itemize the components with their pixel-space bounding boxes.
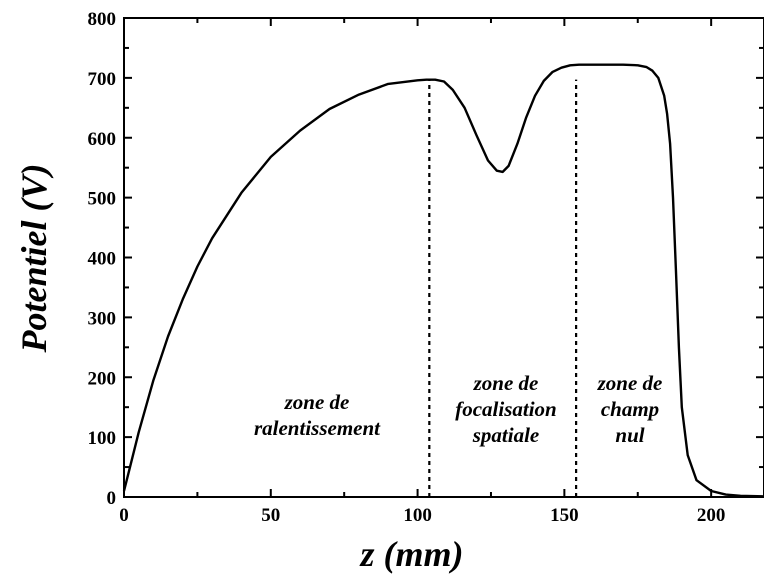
x-tick-label: 150 (550, 505, 579, 526)
tick-labels-group: 0 50 100 150 200 0 100 200 300 400 500 600 700 800 (88, 9, 726, 526)
y-tick-label: 100 (88, 428, 117, 449)
y-tick-label: 600 (88, 129, 117, 150)
zone-annotation-line: focalisation (455, 397, 557, 421)
x-tick-label: 50 (261, 505, 280, 526)
zone-annotation-line: zone de (597, 371, 663, 395)
zone-annotation: zone de ralentissement (254, 390, 381, 440)
y-tick-label: 400 (88, 249, 117, 270)
y-tick-label: 800 (88, 9, 117, 30)
zone-annotation: zone de focalisation spatiale (455, 371, 557, 447)
x-tick-label: 0 (119, 505, 129, 526)
zone-annotation-line: zone de (473, 371, 539, 395)
zone-annotation-line: zone de (284, 390, 350, 414)
y-tick-label: 500 (88, 189, 117, 210)
plot-frame (123, 17, 764, 498)
zone-annotation-line: spatiale (472, 423, 540, 447)
y-tick-label: 0 (107, 488, 117, 509)
zone-annotation: zone de champ nul (597, 371, 663, 447)
x-axis-title: z (mm) (359, 534, 464, 574)
zone-annotation-line: champ (601, 397, 659, 421)
x-tick-label: 200 (697, 505, 726, 526)
y-tick-label: 700 (88, 69, 117, 90)
y-axis-title: Potentiel (V) (14, 164, 54, 354)
potential-curve (122, 63, 764, 498)
y-tick-label: 200 (88, 368, 117, 389)
zone-annotation-line: ralentissement (254, 416, 381, 440)
zone-annotation-line: nul (615, 423, 644, 447)
vlines-group (428, 79, 578, 497)
x-tick-label: 100 (403, 505, 432, 526)
y-tick-label: 300 (88, 308, 117, 329)
ticks-group (123, 17, 764, 498)
